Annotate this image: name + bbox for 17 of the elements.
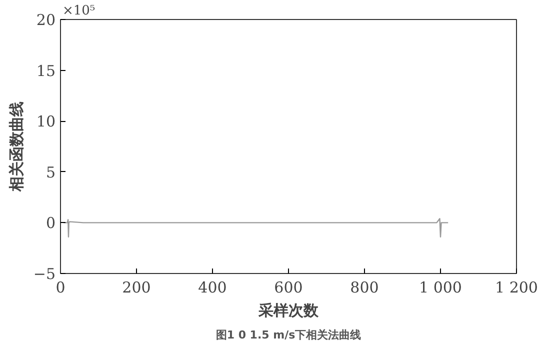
y-tick-label: −5	[33, 265, 56, 283]
x-tick-label: 1 000	[419, 278, 462, 296]
y-tick-label: 10	[36, 112, 56, 131]
x-tick-label: 400	[198, 278, 227, 296]
x-tick-label: 600	[274, 278, 303, 296]
line-series	[62, 218, 449, 238]
y-tick-label: 20	[36, 11, 56, 29]
y-axis-title: 相关函数曲线	[7, 102, 26, 192]
x-tick-label: 800	[350, 278, 379, 296]
x-tick-label: 200	[122, 278, 151, 296]
y-tick-label: 15	[36, 62, 56, 80]
text: ×10⁵	[62, 4, 96, 18]
y-tick-label: 5	[46, 163, 56, 182]
y-tick-label: 0	[46, 214, 56, 232]
x-axis-title: 采样次数	[258, 302, 320, 320]
x-tick-label: 1 200	[495, 278, 538, 296]
caption: 图1 0 1.5 m/s下相关法曲线	[216, 328, 362, 342]
